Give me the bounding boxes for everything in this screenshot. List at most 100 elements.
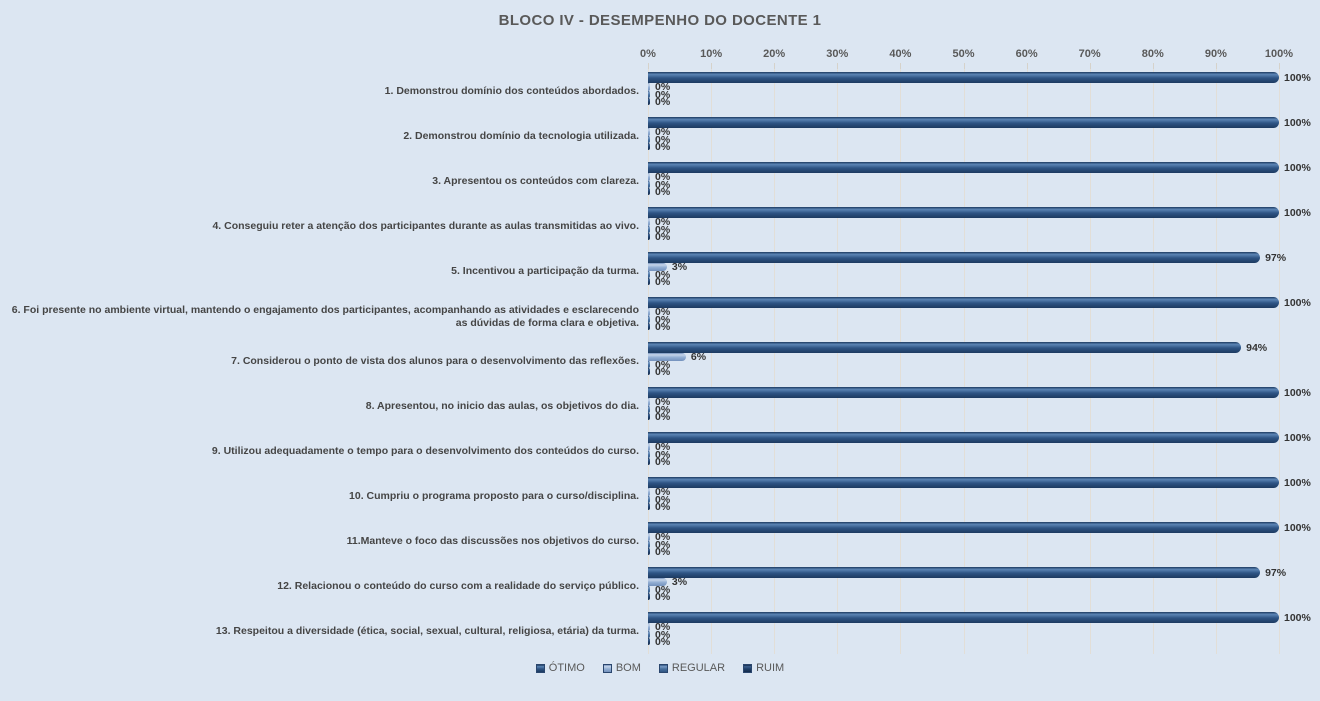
bar-ruim [648,548,650,555]
data-label-otimo: 100% [1284,386,1311,399]
data-label-bom: 6% [690,351,707,363]
data-label-otimo: 100% [1284,116,1311,129]
data-label-otimo: 94% [1246,341,1268,354]
data-label-regular: 0% [655,223,671,236]
bar-line-otimo: 97% [648,252,1286,263]
bar-line-otimo: 100% [648,207,1311,218]
bar-bom [648,83,650,91]
bar-row: 94% 6% 0% 0% [648,339,1279,384]
bar-row: 97% 3% 0% 0% [648,249,1286,294]
data-label-bom: 0% [655,486,671,498]
bar-ruim [648,323,650,330]
bar-line-ruim: 0% [648,230,1279,243]
gridline [837,69,839,654]
bar-line-otimo: 100% [648,117,1311,128]
bar-regular [648,541,650,548]
bar-regular [648,361,650,368]
bar-line-ruim: 0% [648,141,1279,152]
category-label: 5. Incentivou a participação da turma. [451,265,639,277]
x-axis-tick-mark [837,63,839,69]
bar-line-bom: 0% [648,531,1279,543]
bar-bom [648,488,650,496]
legend-label-otimo: ÓTIMO [548,662,585,674]
bar-row: 100% 0% 0% 0% [648,294,1311,339]
bar-line-ruim: 0% [648,276,1279,287]
bar-bom [648,398,650,406]
data-label-ruim: 0% [655,545,671,558]
bar-line-regular: 0% [648,268,1279,281]
bar-ruim [648,233,650,240]
bar-line-bom: 0% [648,82,1279,92]
bar-line-ruim: 0% [648,545,1279,558]
x-axis-tick-label: 30% [826,48,849,60]
x-axis-tick-mark [1089,63,1091,69]
bar-line-regular: 0% [648,314,1279,325]
data-label-bom: 3% [671,576,688,588]
bar-otimo [648,342,1242,353]
x-axis-tick-label: 10% [700,48,723,60]
bar-line-bom: 3% [648,576,1279,588]
data-label-otimo: 100% [1284,296,1311,309]
data-label-bom: 0% [655,396,671,408]
data-label-regular: 0% [655,358,671,371]
x-axis-tick-label: 20% [763,48,786,60]
bar-otimo [648,432,1279,443]
bar-line-regular: 0% [648,133,1279,146]
data-label-bom: 0% [655,216,671,228]
data-label-regular: 0% [655,583,671,596]
bar-row: 100% 0% 0% 0% [648,519,1311,564]
bar-line-otimo: 100% [648,522,1311,533]
bar-line-regular: 0% [648,494,1279,505]
bar-otimo [648,72,1279,83]
bar-line-otimo: 97% [648,567,1286,578]
bar-row: 100% 0% 0% 0% [648,474,1311,519]
bar-line-bom: 0% [648,172,1279,182]
bar-bom [648,353,686,361]
gridline [774,69,776,654]
bar-row: 100% 0% 0% 0% [648,384,1311,429]
bar-ruim [648,188,650,195]
data-label-regular: 0% [655,133,671,146]
bar-line-otimo: 100% [648,297,1311,308]
bar-line-regular: 0% [648,89,1279,100]
data-label-ruim: 0% [655,320,671,333]
legend-marker-bom [602,663,612,673]
x-axis-tick-mark [648,63,649,69]
bar-line-otimo: 100% [648,432,1311,443]
bar-line-ruim: 0% [648,320,1279,333]
data-label-ruim: 0% [655,590,671,603]
bar-bom [648,533,650,541]
bar-line-bom: 0% [648,486,1279,498]
bar-otimo [648,117,1279,128]
bar-otimo [648,162,1279,173]
bar-bom [648,218,650,226]
category-label: 13. Respeitou a diversidade (ética, soci… [215,625,639,637]
data-label-regular: 0% [655,268,671,281]
category-label: 9. Utilizou adequadamente o tempo para o… [211,445,639,457]
bar-line-regular: 0% [648,629,1279,640]
x-axis-tick-label: 60% [1015,48,1038,60]
chart-title: BLOCO IV - DESEMPENHO DO DOCENTE 1 [498,12,822,29]
data-label-otimo: 100% [1284,161,1311,174]
x-axis-tick-mark [1279,63,1280,69]
bar-bom [648,623,650,631]
gridline [1279,69,1280,654]
category-label: 7. Considerou o ponto de vista dos aluno… [231,355,639,367]
legend-label-regular: REGULAR [671,662,726,674]
x-axis-tick-mark [711,63,713,69]
data-label-ruim: 0% [655,230,671,243]
data-label-bom: 0% [655,531,671,543]
bar-line-bom: 0% [648,307,1279,317]
bar-otimo [648,612,1279,623]
gridline [900,69,902,654]
legend-label-ruim: RUIM [756,662,785,674]
category-label: 1. Demonstrou domínio dos conteúdos abor… [384,85,639,97]
bar-otimo [648,567,1261,578]
category-label: 12. Relacionou o conteúdo do curso com a… [277,580,639,592]
x-axis-tick-label: 80% [1141,48,1164,60]
bar-line-bom: 3% [648,262,1279,272]
category-label: 10. Cumpriu o programa proposto para o c… [349,490,639,502]
bar-regular [648,451,650,458]
x-axis-tick-mark [963,63,965,69]
x-axis-tick-mark [900,63,902,69]
